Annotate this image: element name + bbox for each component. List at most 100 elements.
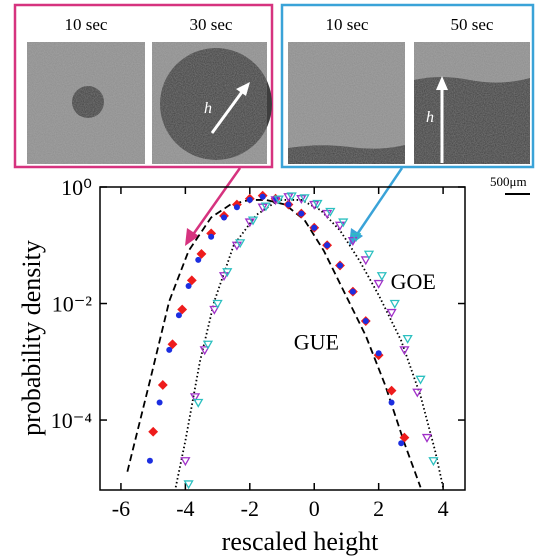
data-point [222,268,233,278]
x-tick-label: -6 [112,496,130,521]
data-point [428,457,439,467]
inset-time: 10 sec [65,15,108,34]
data-point [246,196,253,203]
connector [354,167,404,237]
data-point [337,262,344,269]
h-label: h [204,100,212,117]
data-point [412,388,423,398]
data-point [312,199,323,209]
x-tick-label: 4 [438,496,449,521]
data-point [338,218,349,228]
data-point [325,207,336,217]
data-point [362,318,369,325]
data-point [202,340,214,350]
y-tick-label: 10⁻⁴ [51,408,93,433]
data-point [415,375,426,385]
data-point [209,305,220,315]
data-point [360,256,371,266]
data-point [388,399,395,406]
data-point [324,242,331,249]
inset-time: 30 sec [190,15,233,34]
data-point [177,304,188,315]
data-point [183,480,194,490]
data-point [186,275,197,286]
arrowhead [185,228,199,246]
noise [152,42,267,164]
inset-time: 10 sec [326,15,369,34]
data-point [386,308,397,318]
data-point [218,272,230,282]
data-point [157,380,168,390]
data-point [334,221,346,231]
h-label: h [426,109,434,126]
data-point [233,204,240,211]
curve [126,199,422,488]
inset-right: 10 sec 50 sec h [280,3,535,169]
arrowhead [436,76,448,90]
data-point [260,202,272,212]
inset-frame [280,3,535,169]
data-point [299,194,310,204]
plot-frame [99,186,466,491]
data-point [212,299,223,309]
data-point [221,214,228,221]
data-point [421,433,433,443]
data-point [273,195,284,205]
data-point [195,256,202,263]
scale-bar-label: 500μm [490,174,527,189]
y-tick-label: 10⁰ [61,175,92,200]
data-point [259,193,266,200]
data-point [189,393,201,403]
data-point [146,457,153,464]
arrow [210,91,244,134]
data-point [402,334,413,344]
data-point [208,233,215,240]
data-point [389,299,400,309]
data-point [349,288,356,295]
x-axis-label: rescaled height [222,527,379,556]
inset-time: 50 sec [451,15,494,34]
data-point [298,210,305,217]
curve-label: GOE [391,269,436,294]
data-point [375,350,382,357]
data-point [350,233,362,243]
data-point [156,399,163,406]
data-point [196,249,207,259]
data-point [286,192,297,202]
x-tick-label: 0 [309,496,320,521]
data-point [167,339,178,350]
data-point [311,224,318,231]
data-point [373,279,384,289]
data-point [235,239,246,249]
y-tick-label: 10⁻² [52,292,93,317]
connector [190,167,242,237]
x-tick-label: -2 [241,496,259,521]
inset-left: 10 sec 30 sec h [13,3,274,169]
data-point [193,398,204,408]
y-axis-label: probability density [17,240,46,436]
noise [288,42,405,164]
data-point [185,282,192,289]
data-point [376,272,388,282]
data-point [148,426,159,437]
arrowhead [236,82,250,96]
data-point [386,385,397,396]
data-point [347,236,359,246]
x-tick-label: -4 [176,496,194,521]
noise [414,42,530,164]
data-point [199,346,210,356]
x-tick-label: 2 [373,496,384,521]
data-point [175,312,182,319]
data-point [285,201,292,208]
data-point [180,457,191,467]
plot-area [126,190,444,490]
inset-frame [13,3,274,169]
curve-label: GUE [294,330,339,355]
noise [27,42,145,164]
data-point [398,440,405,447]
data-point [247,216,259,226]
data-point [399,346,410,356]
data-point [363,250,375,260]
data-point [166,346,173,353]
